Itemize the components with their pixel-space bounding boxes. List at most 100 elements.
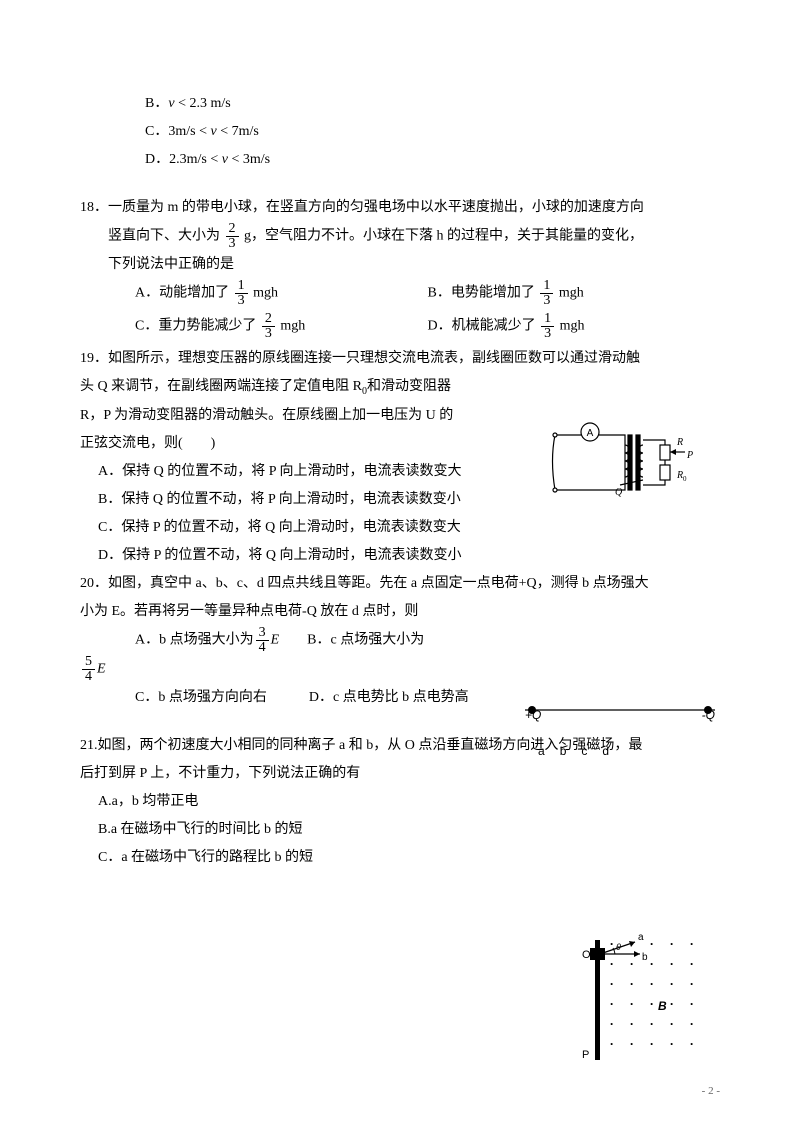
option-c: C．3m/s < v < 7m/s: [145, 118, 720, 146]
stem-text: 如图，真空中 a、b、c、d 四点共线且等距。先在 a 点固定一点电荷+Q，测得…: [108, 576, 649, 591]
svg-text:.: .: [630, 1033, 633, 1048]
svg-text:P: P: [686, 450, 693, 461]
option-d: D．2.3m/s < v < 3m/s: [145, 146, 720, 174]
opt-sep: ．: [154, 124, 168, 139]
option-b: B．电势能增加了 13 mgh: [428, 279, 721, 308]
svg-text:.: .: [630, 993, 633, 1008]
svg-text:a: a: [638, 932, 644, 943]
stem-line-2: 头 Q 来调节，在副线圈两端连接了定值电阻 R0和滑动变阻器: [80, 373, 720, 402]
svg-text:.: .: [650, 933, 653, 948]
svg-text:.: .: [650, 973, 653, 988]
frac-num: 2: [262, 312, 275, 327]
frac-den: 3: [235, 294, 248, 308]
svg-text:P: P: [582, 1049, 589, 1061]
opt-text: B．电势能增加了: [428, 286, 539, 301]
stem-line-1: 18．一质量为 m 的带电小球，在竖直方向的匀强电场中以水平速度抛出，小球的加速…: [80, 194, 720, 222]
label-c: c: [581, 739, 587, 763]
svg-text:.: .: [690, 993, 693, 1008]
fraction: 54: [82, 655, 95, 684]
q18-options: A．动能增加了 13 mgh B．电势能增加了 13 mgh C．重力势能减少了…: [135, 279, 720, 345]
svg-text:b: b: [642, 952, 648, 963]
svg-text:0: 0: [683, 475, 687, 483]
opt-text: D．机械能减少了: [428, 319, 540, 334]
svg-text:.: .: [690, 953, 693, 968]
q-number: 20．: [80, 576, 108, 591]
svg-text:.: .: [650, 1033, 653, 1048]
frac-num: 1: [540, 279, 553, 294]
point-charge-figure: +Q -Q abcd: [520, 700, 720, 763]
svg-text:.: .: [610, 993, 613, 1008]
fraction: 34: [256, 626, 269, 655]
option-b: B.a 在磁场中飞行的时间比 b 的短: [98, 816, 720, 844]
stem-line-2: 后打到屏 P 上，不计重力，下列说法正确的有: [80, 760, 720, 788]
label-a: a: [538, 739, 545, 763]
svg-text:O: O: [582, 949, 591, 961]
question-18: 18．一质量为 m 的带电小球，在竖直方向的匀强电场中以水平速度抛出，小球的加速…: [80, 194, 720, 345]
option-b: B．v < 2.3 m/s: [145, 90, 720, 118]
svg-text:A: A: [587, 428, 594, 439]
svg-text:.: .: [650, 953, 653, 968]
q-number: 18．: [80, 200, 108, 215]
svg-text:.: .: [670, 933, 673, 948]
frac-num: 3: [256, 626, 269, 641]
abcd-labels: abcd: [538, 739, 720, 763]
var-E: E: [271, 633, 280, 648]
option-b-frac: 54E: [80, 655, 720, 684]
question-20: 20．如图，真空中 a、b、c、d 四点共线且等距。先在 a 点固定一点电荷+Q…: [80, 570, 720, 712]
option-d: D．机械能减少了 13 mgh: [428, 312, 721, 341]
label-b: b: [560, 739, 567, 763]
frac-num: 1: [541, 312, 554, 327]
svg-text:.: .: [670, 1013, 673, 1028]
svg-text:.: .: [630, 973, 633, 988]
svg-text:.: .: [630, 1013, 633, 1028]
stem-line-2: 竖直向下、大小为 23 g，空气阻力不计。小球在下落 h 的过程中，关于其能量的…: [108, 222, 720, 251]
opt-letter: C: [145, 124, 154, 139]
label-d: d: [602, 739, 609, 763]
option-a: A．动能增加了 13 mgh: [135, 279, 428, 308]
frac-den: 3: [541, 327, 554, 341]
transformer-circuit-figure: A Q R P R 0: [550, 420, 720, 505]
stem-text: 和滑动变阻器: [367, 379, 451, 394]
frac-den: 4: [82, 670, 95, 684]
svg-text:.: .: [690, 1013, 693, 1028]
svg-text:.: .: [670, 1033, 673, 1048]
opt-text: B．c 点场强大小为: [279, 633, 424, 648]
q-number: 19．: [80, 351, 108, 366]
option-c: C．a 在磁场中飞行的路程比 b 的短: [98, 844, 720, 872]
frac-den: 4: [256, 641, 269, 655]
magnetic-field-figure: O P ..... ..... ..... ..... ..... ..... …: [580, 930, 720, 1070]
stem-text: g，空气阻力不计。小球在下落 h 的过程中，关于其能量的变化，: [244, 229, 643, 244]
svg-text:Q: Q: [615, 487, 623, 498]
svg-text:.: .: [610, 953, 613, 968]
opt-text: 3m/s <: [168, 124, 210, 139]
option-a: A.a，b 均带正电: [98, 788, 720, 816]
stem-line-1: 20．如图，真空中 a、b、c、d 四点共线且等距。先在 a 点固定一点电荷+Q…: [80, 570, 720, 598]
opt-letter: D: [145, 152, 155, 167]
frac-den: 3: [540, 294, 553, 308]
stem-line-1: 19．如图所示，理想变压器的原线圈连接一只理想交流电流表，副线圈匝数可以通过滑动…: [80, 345, 720, 373]
option-c: C．保持 P 的位置不动，将 Q 向上滑动时，电流表读数变大: [98, 514, 720, 542]
svg-text:.: .: [670, 953, 673, 968]
q-number: 21.: [80, 738, 98, 753]
stem-text: 竖直向下、大小为: [108, 229, 224, 244]
svg-text:.: .: [670, 993, 673, 1008]
frac-den: 3: [262, 327, 275, 341]
opt-text: A．b 点场强大小为: [135, 633, 254, 648]
svg-text:.: .: [610, 1013, 613, 1028]
opt-text: < 3m/s: [228, 152, 270, 167]
fraction: 23: [226, 222, 239, 251]
svg-text:.: .: [610, 933, 613, 948]
page-number: - 2 -: [702, 1080, 720, 1102]
svg-text:.: .: [690, 933, 693, 948]
opt-suf: mgh: [250, 286, 278, 301]
svg-text:.: .: [610, 973, 613, 988]
frac-den: 3: [226, 237, 239, 251]
svg-text:.: .: [650, 1013, 653, 1028]
svg-text:.: .: [650, 993, 653, 1008]
stem-line-3: 下列说法中正确的是: [108, 251, 720, 279]
fraction: 13: [235, 279, 248, 308]
stem-text: 如图所示，理想变压器的原线圈连接一只理想交流电流表，副线圈匝数可以通过滑动触: [108, 351, 640, 366]
fraction: 23: [262, 312, 275, 341]
fraction: 13: [540, 279, 553, 308]
q17-options: B．v < 2.3 m/s C．3m/s < v < 7m/s D．2.3m/s…: [145, 90, 720, 174]
